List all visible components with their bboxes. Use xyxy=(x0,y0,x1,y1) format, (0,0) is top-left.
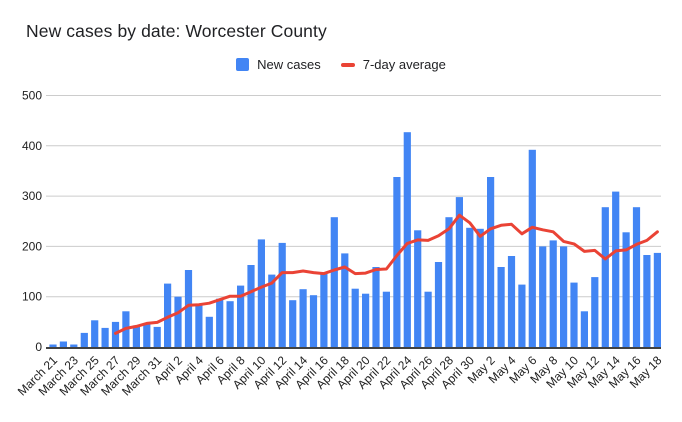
bar-april-12 xyxy=(278,242,286,347)
bar-march-24 xyxy=(80,332,88,347)
chart-legend: New cases 7-day average xyxy=(0,57,682,72)
bar-may-13 xyxy=(601,207,609,347)
y-tick-label-300: 300 xyxy=(22,189,42,203)
bar-march-22 xyxy=(59,341,67,347)
bar-april-10 xyxy=(257,239,265,347)
y-tick-label-400: 400 xyxy=(22,139,42,153)
legend-item-new-cases: New cases xyxy=(236,57,321,72)
legend-item-7-day-average: 7-day average xyxy=(340,57,446,72)
legend-label-new-cases: New cases xyxy=(257,57,321,72)
bar-april-2 xyxy=(174,296,182,347)
bar-april-28 xyxy=(445,217,453,347)
legend-marker-new-cases-icon xyxy=(236,58,250,71)
bar-april-14 xyxy=(299,289,307,347)
bar-may-4 xyxy=(507,256,516,347)
bar-may-17 xyxy=(643,255,651,347)
bar-march-21 xyxy=(49,344,57,347)
bar-april-21 xyxy=(372,267,380,347)
bar-may-14 xyxy=(612,191,620,347)
bar-april-1 xyxy=(164,283,172,347)
bar-april-15 xyxy=(309,295,318,347)
bar-may-6 xyxy=(528,149,536,347)
bar-may-15 xyxy=(622,232,630,347)
bar-may-16 xyxy=(632,207,641,347)
bar-april-11 xyxy=(268,274,276,347)
bar-april-23 xyxy=(393,177,401,347)
bar-may-1 xyxy=(476,228,484,347)
bar-april-20 xyxy=(362,293,370,347)
bar-may-11 xyxy=(580,311,588,347)
bar-march-29 xyxy=(132,325,140,347)
bar-april-25 xyxy=(414,230,422,347)
chart-title: New cases by date: Worcester County xyxy=(26,21,327,41)
y-tick-label-200: 200 xyxy=(22,239,42,253)
bar-may-3 xyxy=(497,267,505,347)
legend-marker-7-day-average-icon xyxy=(340,62,355,67)
bar-april-7 xyxy=(226,301,234,347)
bar-april-8 xyxy=(237,285,245,347)
bar-april-30 xyxy=(466,227,474,347)
bar-april-3 xyxy=(184,270,193,347)
bar-april-5 xyxy=(205,316,213,347)
bar-april-26 xyxy=(424,291,432,347)
bar-may-5 xyxy=(518,284,526,347)
bar-april-29 xyxy=(455,197,463,347)
bar-march-30 xyxy=(143,324,151,347)
bar-april-17 xyxy=(330,217,338,347)
y-tick-label-100: 100 xyxy=(22,290,42,304)
bar-april-22 xyxy=(382,291,390,347)
y-tick-label-500: 500 xyxy=(22,89,42,103)
bar-may-18 xyxy=(653,252,661,347)
bar-april-18 xyxy=(341,253,349,347)
bar-april-13 xyxy=(289,300,297,347)
bar-april-9 xyxy=(247,265,255,347)
bar-march-26 xyxy=(101,327,109,347)
bar-may-8 xyxy=(549,240,557,347)
bar-april-4 xyxy=(195,304,203,347)
bar-april-6 xyxy=(216,298,224,347)
bar-may-2 xyxy=(487,177,495,347)
bar-march-31 xyxy=(153,326,161,347)
bar-april-27 xyxy=(434,262,443,347)
bar-march-25 xyxy=(91,320,99,347)
bar-may-7 xyxy=(539,246,547,347)
bar-april-19 xyxy=(351,288,359,347)
bar-may-9 xyxy=(560,246,568,347)
bar-march-23 xyxy=(70,344,78,347)
legend-label-7-day-average: 7-day average xyxy=(362,57,446,72)
bar-april-16 xyxy=(320,272,328,347)
line-7-day-average xyxy=(114,213,659,335)
bar-may-10 xyxy=(570,282,578,347)
bar-april-24 xyxy=(403,132,411,347)
y-tick-label-0: 0 xyxy=(35,340,42,354)
bar-may-12 xyxy=(591,277,599,347)
